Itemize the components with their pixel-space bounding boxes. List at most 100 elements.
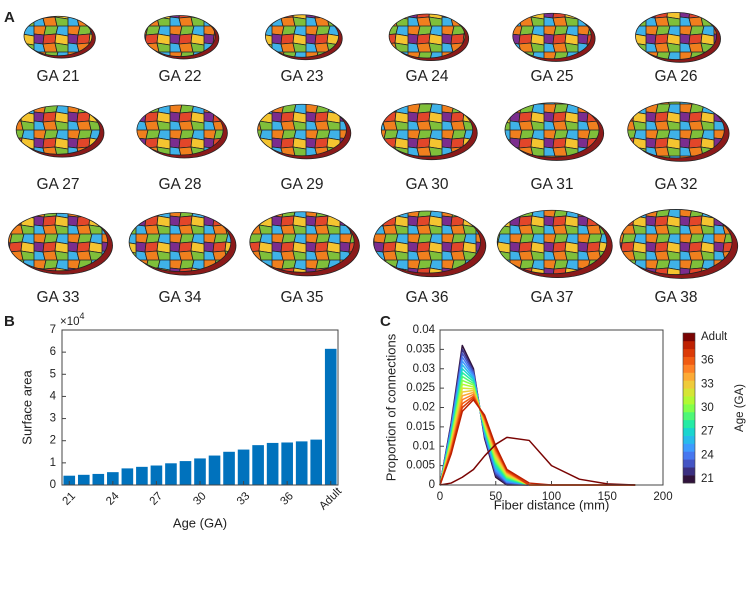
brain [257,103,352,160]
brain [635,12,721,63]
colorbar-swatch [683,467,695,476]
y-tick-label: 7 [50,324,56,336]
y-tick-label: 0.005 [406,460,435,472]
brain [373,210,487,278]
x-axis-label: Age (GA) [173,515,227,530]
colorbar-label: 21 [701,473,714,485]
y-tick-label: 0.03 [413,363,435,375]
bar [324,348,337,485]
colorbar-label: 27 [701,426,714,438]
y-tick-label: 0.035 [406,343,435,355]
bar [237,449,250,485]
x-tick-label: 50 [489,491,502,503]
line [439,360,636,486]
axes-box [439,329,664,486]
brain [128,212,237,276]
x-tick-label: 150 [598,491,617,503]
y-axis-label: Surface area [19,370,34,445]
bar [107,472,119,485]
brain [144,15,220,60]
y-tick-label: 4 [50,390,57,402]
line [439,375,636,486]
brain-surface [380,103,474,157]
colorbar-swatch [683,348,695,357]
panel-label: B [4,313,15,330]
multiplier-base: ×10 [60,316,80,328]
bar [165,463,177,485]
line [439,391,636,486]
axes-box [61,329,339,486]
brain-surface [15,105,101,155]
brain-caption: GA 29 [280,176,323,193]
y-tick-label: 0 [429,479,435,491]
y-tick-label: 0.01 [413,440,435,452]
brain [627,101,730,162]
colorbar-swatch [683,396,695,405]
brain-surface [388,13,466,59]
y-multiplier: ×104 [60,311,85,328]
brain-surface [257,103,347,157]
brain-caption: GA 22 [158,68,201,85]
x-tick-label: 100 [542,491,561,503]
colorbar-swatch [683,388,695,397]
y-tick-label: 6 [50,346,56,358]
colorbar-box [682,332,696,484]
brain-surface [512,12,592,60]
x-axis-label: Fiber distance (mm) [494,497,610,512]
brain-surface [264,14,339,58]
colorbar-swatch [683,340,695,350]
brain-caption: GA 38 [654,289,697,306]
colorbar-title: Age (GA) [734,384,746,432]
y-axis-label: Proportion of connections [383,333,398,481]
multiplier-exponent: 4 [80,311,85,321]
colorbar-swatch [683,475,695,484]
bar [208,455,221,485]
colorbar-swatch [683,435,695,444]
bar [179,461,192,485]
colorbar-label: 30 [701,402,714,414]
brain [8,212,113,275]
panel-label: C [380,313,391,330]
brain-caption: GA 27 [36,176,79,193]
brain-surface [136,104,224,156]
brain-surface [249,211,355,273]
colorbar-swatch [683,443,695,452]
brain [380,103,478,161]
panel-label: A [4,9,15,26]
line [439,393,636,486]
brain [504,102,605,161]
y-tick-label: 0.04 [413,324,436,336]
line [439,387,636,486]
bar [150,465,163,485]
brain-caption: GA 32 [654,176,697,193]
brain [249,211,360,277]
y-tick-label: 3 [50,413,56,425]
x-tick-label: 0 [437,491,443,503]
colorbar-swatch [683,333,695,342]
brain [388,13,470,62]
brain-surface [23,15,93,57]
brain-caption: GA 26 [654,68,697,85]
y-tick-label: 2 [50,435,56,447]
y-tick-label: 5 [50,368,56,380]
x-tick-label: 27 [148,490,166,508]
brain-surface [496,209,608,275]
bar [121,468,134,485]
bar [223,451,235,485]
bar [63,475,76,485]
brain-caption: GA 35 [280,289,323,306]
brain-surface [373,210,481,274]
brain [512,12,596,62]
x-tick-label: 21 [61,490,79,508]
brain [496,209,613,278]
brain-caption: GA 31 [530,176,573,193]
brain-caption: GA 25 [530,68,573,85]
y-tick-label: 0.02 [413,402,435,414]
y-tick-label: 0 [50,479,56,491]
x-tick-label: 24 [104,490,122,508]
bar [252,445,264,485]
y-tick-label: 0.015 [406,421,435,433]
brain-caption: GA 36 [405,289,448,306]
brain-surface [635,12,717,60]
